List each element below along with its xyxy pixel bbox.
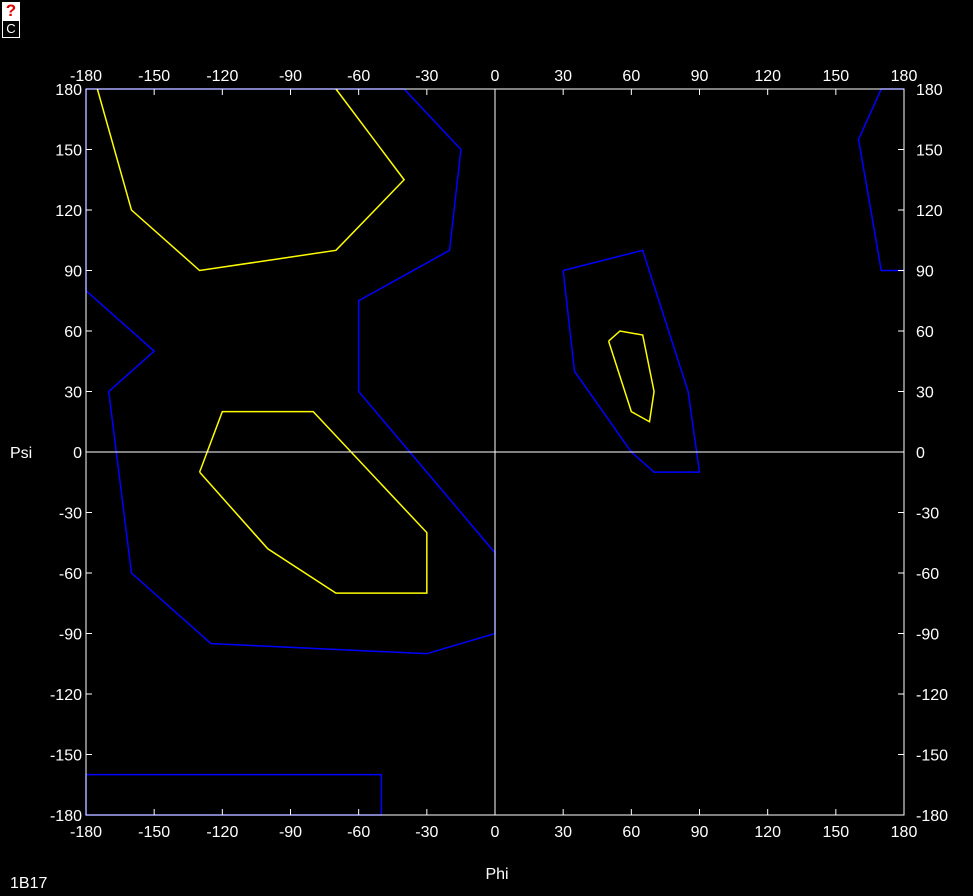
y-tick-label-left: -30: [59, 506, 82, 523]
x-tick-label-bottom: 90: [691, 824, 709, 841]
x-tick-label-bottom: -90: [279, 824, 302, 841]
x-tick-label-top: -150: [138, 68, 170, 85]
x-tick-label-bottom: -120: [206, 824, 238, 841]
x-tick-label-top: -120: [206, 68, 238, 85]
x-tick-label-bottom: -60: [347, 824, 370, 841]
x-tick-label-top: -60: [347, 68, 370, 85]
y-tick-label-left: -150: [50, 748, 82, 765]
x-tick-label-bottom: 120: [754, 824, 781, 841]
y-tick-label-left: 150: [55, 143, 82, 160]
allowed-region-3: [857, 88, 904, 272]
help-button[interactable]: ?: [2, 2, 20, 20]
c-button[interactable]: C: [2, 20, 20, 38]
y-tick-label-right: -180: [916, 808, 948, 825]
y-tick-label-left: 120: [55, 203, 82, 220]
x-tick-label-top: 180: [891, 68, 918, 85]
x-tick-label-bottom: 0: [491, 824, 500, 841]
y-tick-label-right: 90: [916, 264, 934, 281]
y-tick-label-right: 60: [916, 324, 934, 341]
x-axis-label: Phi: [485, 866, 508, 883]
y-tick-label-left: -60: [59, 566, 82, 583]
ticks: -180-180-150-150-120-120-90-90-60-60-30-…: [50, 68, 948, 841]
x-tick-label-top: -180: [70, 68, 102, 85]
y-tick-label-left: 60: [64, 324, 82, 341]
y-tick-label-left: 30: [64, 385, 82, 402]
x-tick-label-top: 90: [691, 68, 709, 85]
x-tick-label-top: 150: [822, 68, 849, 85]
zero-axes: [86, 89, 904, 815]
x-tick-label-top: 30: [554, 68, 572, 85]
y-tick-label-left: 0: [73, 445, 82, 462]
y-tick-label-right: -60: [916, 566, 939, 583]
x-tick-label-bottom: -180: [70, 824, 102, 841]
y-tick-label-right: 180: [916, 82, 943, 99]
x-tick-label-top: -30: [415, 68, 438, 85]
y-tick-label-left: -90: [59, 627, 82, 644]
y-tick-label-right: -150: [916, 748, 948, 765]
y-tick-label-left: 180: [55, 82, 82, 99]
x-tick-label-bottom: 60: [622, 824, 640, 841]
y-tick-label-right: -30: [916, 506, 939, 523]
x-tick-label-top: 120: [754, 68, 781, 85]
y-tick-label-right: 150: [916, 143, 943, 160]
y-tick-label-right: 30: [916, 385, 934, 402]
y-tick-label-left: 90: [64, 264, 82, 281]
y-axis-label: Psi: [10, 445, 32, 462]
y-tick-label-right: 120: [916, 203, 943, 220]
core-region-6: [198, 410, 428, 594]
x-tick-label-bottom: 30: [554, 824, 572, 841]
y-tick-label-right: -120: [916, 687, 948, 704]
x-tick-label-bottom: 150: [822, 824, 849, 841]
y-tick-label-left: -120: [50, 687, 82, 704]
x-tick-label-bottom: 180: [891, 824, 918, 841]
x-tick-label-bottom: -150: [138, 824, 170, 841]
y-tick-label-right: 0: [916, 445, 925, 462]
x-tick-label-top: 60: [622, 68, 640, 85]
allowed-region-1: [85, 88, 496, 655]
y-tick-label-left: -180: [50, 808, 82, 825]
allowed-region-4: [85, 773, 383, 816]
structure-id-label: 1B17: [10, 875, 47, 892]
allowed-region-2: [562, 249, 701, 473]
y-tick-label-right: -90: [916, 627, 939, 644]
x-tick-label-bottom: -30: [415, 824, 438, 841]
core-region-7: [607, 330, 655, 423]
x-tick-label-top: -90: [279, 68, 302, 85]
core-region-5: [96, 88, 406, 272]
x-tick-label-top: 0: [491, 68, 500, 85]
